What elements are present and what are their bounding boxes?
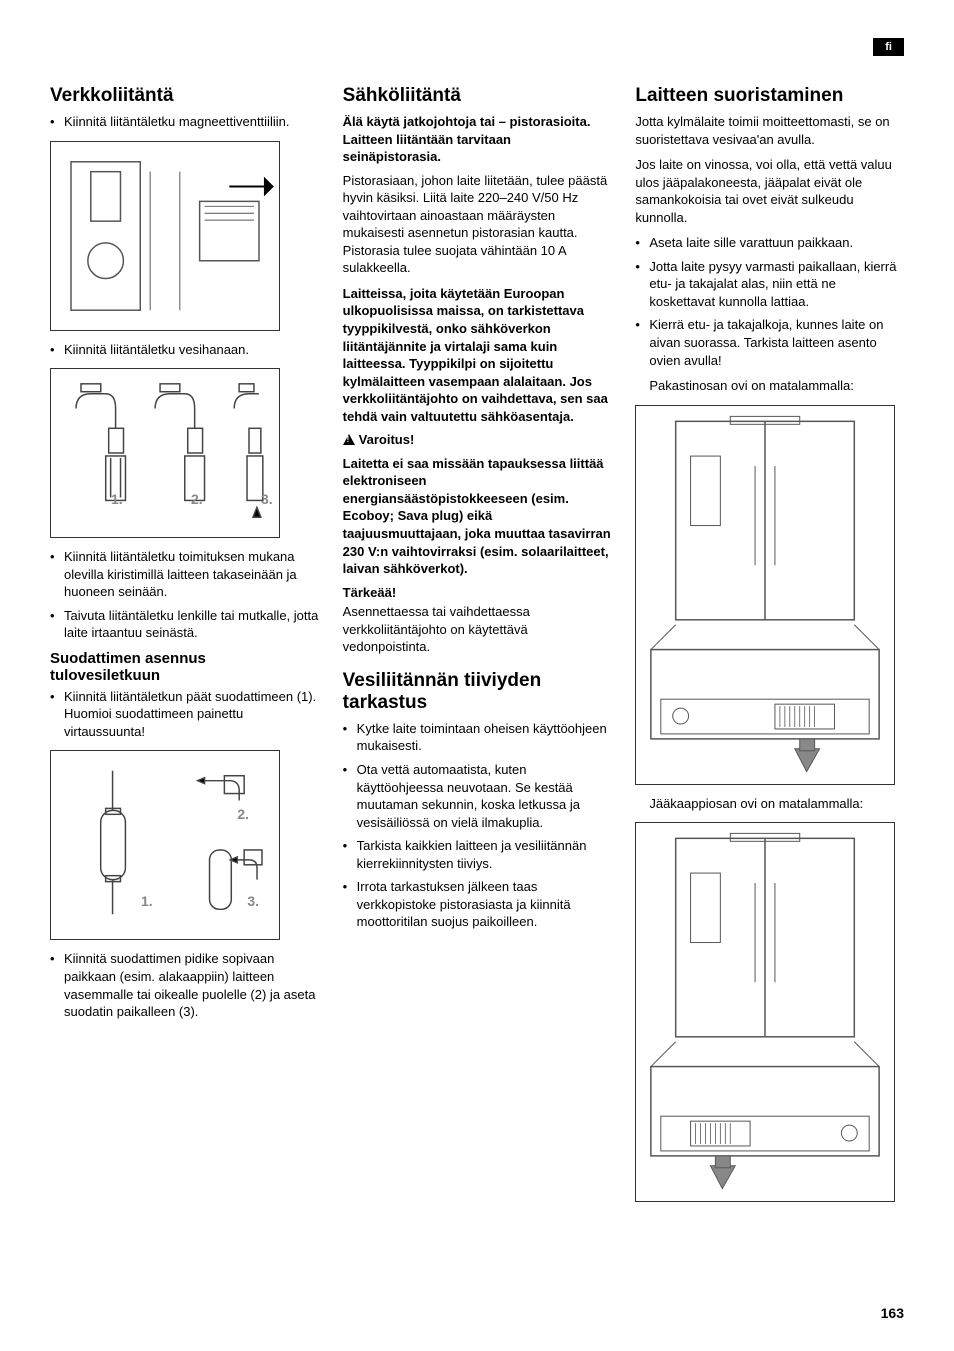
bullet-item: Kiinnitä suodattimen pidike sopivaan pai… bbox=[50, 950, 319, 1020]
figure-fridge-fridge-low bbox=[635, 822, 895, 1202]
tap-diagram-icon bbox=[51, 369, 279, 537]
page-number: 163 bbox=[881, 1305, 904, 1321]
caption-pakastin: Pakastinosan ovi on matalammalla: bbox=[649, 377, 904, 395]
bullet-item: Kiinnitä liitäntäletku magneettiventtiil… bbox=[50, 113, 319, 131]
sub-laitteissa: Laitteissa, joita käytetään Euroopan ulk… bbox=[343, 285, 612, 425]
bullet-item: Jotta laite pysyy varmasti paikallaan, k… bbox=[635, 258, 904, 311]
warning-label: Varoitus! bbox=[343, 431, 612, 449]
heading-suodattimen: Suodattimen asennus tulovesiletkuun bbox=[50, 650, 319, 684]
para-pistorasia: Pistorasiaan, johon laite liitetään, tul… bbox=[343, 172, 612, 277]
warning-icon bbox=[343, 434, 355, 445]
important-label: Tärkeää! bbox=[343, 584, 612, 602]
heading-laitteen: Laitteen suoristaminen bbox=[635, 85, 904, 107]
bullet-item: Kiinnitä liitäntäletkun päät suodattimee… bbox=[50, 688, 319, 741]
figure-fridge-freezer-low bbox=[635, 405, 895, 785]
figure-filter-install: 1. 2. 3. bbox=[50, 750, 280, 940]
bullet-item: Kytke laite toimintaan oheisen käyttöohj… bbox=[343, 720, 612, 755]
figure-label: 1. bbox=[141, 893, 153, 909]
figure-label: 3. bbox=[247, 893, 259, 909]
filter-diagram-icon bbox=[51, 751, 279, 939]
bullet-item: Tarkista kaikkien laitteen ja vesiliitän… bbox=[343, 837, 612, 872]
heading-vesiliitannan: Vesiliitännän tiiviyden tarkastus bbox=[343, 670, 612, 714]
fridge-diagram-2-icon bbox=[636, 823, 894, 1201]
para-jos: Jos laite on vinossa, voi olla, että vet… bbox=[635, 156, 904, 226]
figure-label: 1. bbox=[111, 491, 123, 507]
figure-valve-connection bbox=[50, 141, 280, 331]
bullet-item: Aseta laite sille varattuun paikkaan. bbox=[635, 234, 904, 252]
fridge-diagram-icon bbox=[636, 406, 894, 784]
figure-tap-connection: 1. 2. 3. bbox=[50, 368, 280, 538]
para-asennettaessa: Asennettaessa tai vaihdettaessa verkkoli… bbox=[343, 603, 612, 656]
column-3: Laitteen suoristaminen Jotta kylmälaite … bbox=[635, 85, 904, 1212]
figure-label: 2. bbox=[237, 806, 249, 822]
language-badge: fi bbox=[873, 38, 904, 56]
bullet-item: Kiinnitä liitäntäletku vesihanaan. bbox=[50, 341, 319, 359]
bullet-item: Kierrä etu- ja takajalkoja, kunnes laite… bbox=[635, 316, 904, 369]
sub-laitetta-ei: Laitetta ei saa missään tapauksessa liit… bbox=[343, 455, 612, 578]
bullet-item: Taivuta liitäntäletku lenkille tai mutka… bbox=[50, 607, 319, 642]
column-1: Verkkoliitäntä Kiinnitä liitäntäletku ma… bbox=[50, 85, 319, 1212]
valve-diagram-icon bbox=[51, 142, 279, 330]
bullet-item: Kiinnitä liitäntäletku toimituksen mukan… bbox=[50, 548, 319, 601]
content-columns: Verkkoliitäntä Kiinnitä liitäntäletku ma… bbox=[50, 85, 904, 1212]
figure-label: 3. bbox=[261, 491, 273, 507]
heading-sahkoliitanta: Sähköliitäntä bbox=[343, 85, 612, 107]
bullet-item: Irrota tarkastuksen jälkeen taas verkkop… bbox=[343, 878, 612, 931]
para-jotta: Jotta kylmälaite toimii moitteettomasti,… bbox=[635, 113, 904, 148]
sub-ala-kayta: Älä käytä jatkojohtoja tai – pistorasioi… bbox=[343, 113, 612, 166]
heading-verkkoliitanta: Verkkoliitäntä bbox=[50, 85, 319, 107]
caption-jaakaappi: Jääkaappiosan ovi on matalammalla: bbox=[649, 795, 904, 813]
figure-label: 2. bbox=[191, 491, 203, 507]
warning-text: Varoitus! bbox=[359, 432, 415, 447]
column-2: Sähköliitäntä Älä käytä jatkojohtoja tai… bbox=[343, 85, 612, 1212]
bullet-item: Ota vettä automaatista, kuten käyttöohje… bbox=[343, 761, 612, 831]
